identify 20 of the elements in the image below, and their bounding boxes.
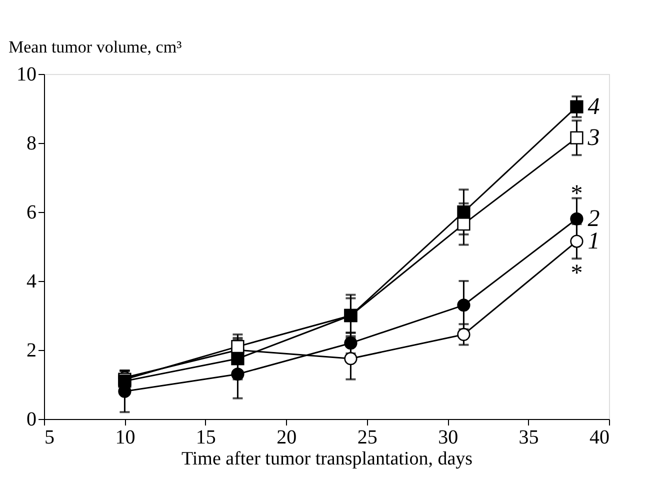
annotation: * bbox=[570, 181, 583, 208]
x-tick-label: 30 bbox=[438, 426, 458, 448]
y-tick-label: 8 bbox=[26, 132, 36, 154]
series-label: 4 bbox=[588, 94, 600, 120]
y-axis-title: Mean tumor volume, cm³ bbox=[8, 38, 182, 56]
y-tick-label: 10 bbox=[16, 64, 36, 86]
x-tick-label: 35 bbox=[518, 426, 539, 448]
y-tick-label: 0 bbox=[26, 408, 36, 430]
series-label: 3 bbox=[586, 124, 600, 151]
x-tick-label: 15 bbox=[196, 426, 216, 448]
x-tick-label: 40 bbox=[590, 426, 610, 448]
x-tick-label: 5 bbox=[44, 426, 54, 448]
x-tick-label: 20 bbox=[276, 426, 297, 448]
y-tick-label: 4 bbox=[26, 270, 36, 292]
x-tick-label: 25 bbox=[357, 426, 378, 448]
annotation: * bbox=[570, 260, 583, 287]
x-axis-title: Time after tumor transplantation, days bbox=[181, 448, 473, 470]
y-tick-label: 6 bbox=[26, 202, 36, 224]
x-tick-label: 10 bbox=[115, 426, 136, 448]
y-tick-label: 2 bbox=[26, 340, 36, 362]
